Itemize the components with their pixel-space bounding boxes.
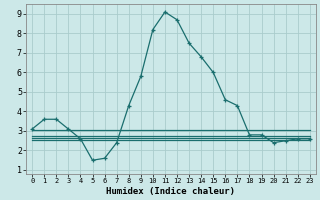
X-axis label: Humidex (Indice chaleur): Humidex (Indice chaleur) [107, 187, 236, 196]
